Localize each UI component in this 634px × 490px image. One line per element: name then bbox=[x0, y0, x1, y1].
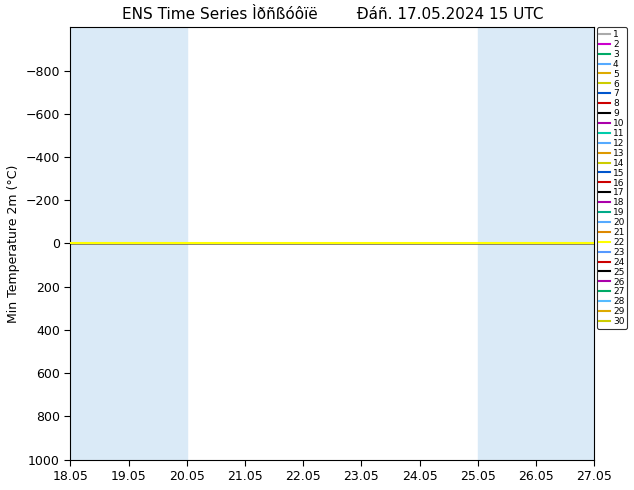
Bar bbox=[70, 27, 129, 460]
Bar bbox=[478, 27, 536, 460]
Bar bbox=[129, 27, 187, 460]
Y-axis label: Min Temperature 2m (°C): Min Temperature 2m (°C) bbox=[7, 164, 20, 322]
Title: ENS Time Series Ìðñßóôïë        Ðáñ. 17.05.2024 15 UTC: ENS Time Series Ìðñßóôïë Ðáñ. 17.05.2024… bbox=[122, 7, 543, 22]
Bar bbox=[536, 27, 594, 460]
Legend: 1, 2, 3, 4, 5, 6, 7, 8, 9, 10, 11, 12, 13, 14, 15, 16, 17, 18, 19, 20, 21, 22, 2: 1, 2, 3, 4, 5, 6, 7, 8, 9, 10, 11, 12, 1… bbox=[597, 27, 627, 329]
